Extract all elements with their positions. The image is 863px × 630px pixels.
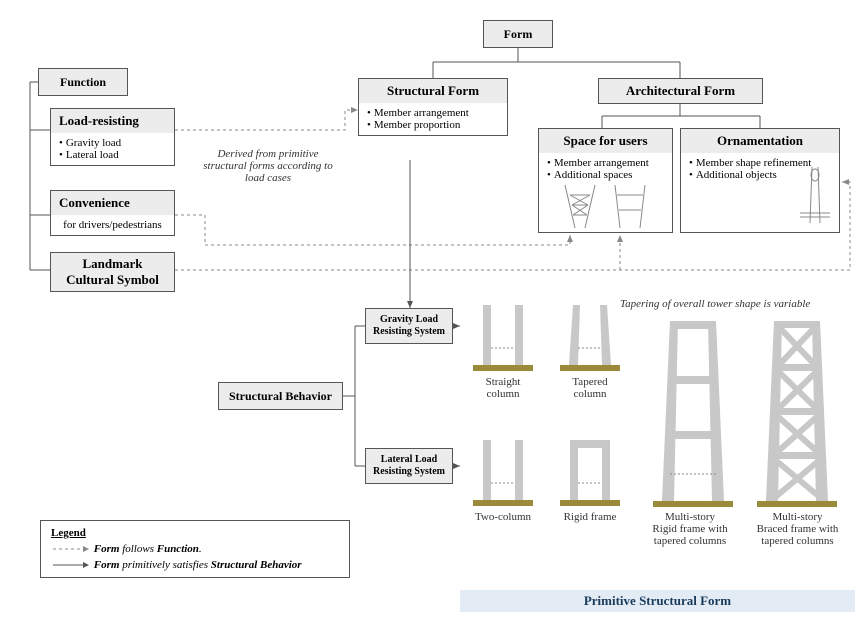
load-resisting-box: Load-resisting Gravity load Lateral load [50, 108, 175, 166]
su-item-1: Member arrangement [547, 157, 664, 169]
tapered-caption: Tapered column [555, 376, 625, 400]
multi-braced-icon [752, 316, 842, 511]
mr-l1: Multi-story [640, 511, 740, 523]
lr-item-1: Gravity load [59, 137, 166, 149]
legend-row-2: Form primitively satisfies Structural Be… [51, 559, 339, 571]
structural-behavior-title: Structural Behavior [229, 389, 332, 404]
form-title: Form [504, 27, 533, 42]
lr-item-2: Lateral load [59, 149, 166, 161]
primitive-label: Primitive Structural Form [460, 590, 855, 612]
legend-box: Legend Form follows Function. Form primi… [40, 520, 350, 578]
legend-dashed-arrow-icon [51, 544, 91, 554]
mb-l1: Multi-story [745, 511, 850, 523]
landmark-l1: Landmark [55, 256, 170, 272]
ornamentation-title: Ornamentation [681, 129, 839, 153]
structural-form-box: Structural Form Member arrangement Membe… [358, 78, 508, 136]
mr-l2: Rigid frame with [640, 523, 740, 535]
straight-caption: Straight column [468, 376, 538, 400]
mr-l3: tapered columns [640, 535, 740, 547]
lateral-l2: Resisting System [373, 466, 445, 478]
rigid-caption: Rigid frame [555, 511, 625, 523]
space-users-title: Space for users [539, 129, 672, 153]
lg2-m: primitively satisfies [119, 559, 210, 571]
straight-column-icon [468, 300, 538, 375]
mb-l3: tapered columns [745, 535, 850, 547]
convenience-sub: for drivers/pedestrians [63, 219, 162, 231]
convenience-title: Convenience [51, 191, 174, 215]
straight-label: Straight column [486, 376, 521, 400]
mb-l2: Braced frame with [745, 523, 850, 535]
ornamentation-illustration [795, 165, 835, 227]
lg1-s: Function [157, 543, 199, 555]
sf-item-2: Member proportion [367, 119, 499, 131]
form-box: Form [483, 20, 553, 48]
tapering-note: Tapering of overall tower shape is varia… [620, 298, 850, 310]
twocol-caption: Two-column [468, 511, 538, 523]
tapered-label: Tapered column [572, 376, 607, 400]
lg1-e: . [199, 543, 202, 555]
lateral-sys-box: Lateral Load Resisting System [365, 448, 453, 484]
derived-note: Derived from primitive structural forms … [198, 148, 338, 184]
legend-title: Legend [51, 527, 339, 539]
landmark-box: Landmark Cultural Symbol [50, 252, 175, 292]
structural-form-title: Structural Form [359, 79, 507, 103]
lateral-l1: Lateral Load [381, 454, 437, 466]
structural-behavior-box: Structural Behavior [218, 382, 343, 410]
landmark-l2: Cultural Symbol [55, 272, 170, 288]
function-title: Function [60, 75, 106, 90]
architectural-form-box: Architectural Form [598, 78, 763, 104]
multi-rigid-icon [648, 316, 738, 511]
legend-solid-arrow-icon [51, 560, 91, 570]
multi-rigid-caption: Multi-story Rigid frame with tapered col… [640, 511, 740, 547]
gravity-sys-box: Gravity Load Resisting System [365, 308, 453, 344]
lg2-s: Structural Behavior [211, 559, 302, 571]
gravity-l2: Resisting System [373, 326, 445, 338]
tapered-column-icon [555, 300, 625, 375]
architectural-form-title: Architectural Form [599, 79, 762, 103]
sf-item-1: Member arrangement [367, 107, 499, 119]
lg1-m: follows [119, 543, 156, 555]
space-users-illustration [555, 180, 665, 230]
lg2-p: Form [94, 559, 120, 571]
function-box: Function [38, 68, 128, 96]
load-resisting-title: Load-resisting [51, 109, 174, 133]
lg1-p: Form [94, 543, 120, 555]
legend-row-1: Form follows Function. [51, 543, 339, 555]
rigid-frame-icon [555, 435, 625, 510]
gravity-l1: Gravity Load [380, 314, 438, 326]
multi-braced-caption: Multi-story Braced frame with tapered co… [745, 511, 850, 547]
two-column-icon [468, 435, 538, 510]
convenience-box: Convenience for drivers/pedestrians [50, 190, 175, 236]
